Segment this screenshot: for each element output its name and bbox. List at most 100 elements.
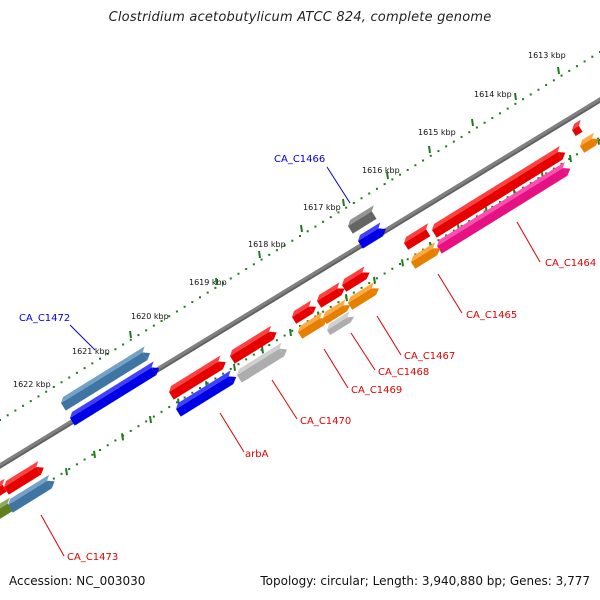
gene-block-red-long [432, 152, 563, 238]
scale-dot [514, 102, 517, 105]
gene-label: CA_C1469 [351, 385, 402, 396]
major-tick [342, 198, 345, 207]
inner-tick [93, 450, 96, 458]
scale-dot [222, 282, 225, 285]
scale-dot-inner [552, 167, 555, 170]
tick-label: 1619 kbp [189, 278, 227, 287]
scale-dot [268, 253, 271, 256]
gene-label: CA_C1473 [67, 552, 118, 563]
gene-label-leader [326, 166, 351, 204]
scale-dot-inner [168, 406, 171, 409]
scale-dot-inner [437, 239, 440, 242]
scale-dot [537, 88, 540, 91]
scale-dot [129, 338, 132, 341]
scale-dot [183, 305, 186, 308]
gene-block-blue-tip [151, 367, 160, 376]
major-tick [386, 171, 389, 180]
scale-dot [237, 272, 240, 275]
scale-dot [152, 324, 155, 327]
scale-dot [506, 107, 509, 110]
gene-block-blue-small [358, 228, 384, 249]
gene-block-orange-4-top [298, 312, 323, 332]
scale-dot-inner [114, 439, 117, 442]
gene-block-steelblue-tip [142, 352, 151, 361]
gene-label-leader [437, 273, 463, 314]
scale-dot [360, 197, 363, 200]
inner-tick [149, 415, 152, 424]
gene-block-red-top [404, 223, 429, 243]
gene-block-red-4 [292, 306, 314, 324]
scale-dot-inner [383, 272, 386, 275]
gene-block-orange-4-tip [320, 318, 328, 326]
gene-label-leader [350, 332, 376, 371]
scale-dot-inner [183, 396, 186, 399]
inner-tick [373, 276, 376, 284]
tick-label: 1618 kbp [248, 240, 286, 249]
scale-dot-inner [468, 220, 471, 223]
scale-dot [445, 145, 448, 148]
gene-block-red-4-top [292, 300, 311, 317]
gene-block-red-edge [572, 125, 583, 136]
gene-label-leader [323, 348, 349, 389]
scale-dot [191, 301, 194, 304]
inner-tick [121, 433, 124, 441]
scale-dot [468, 131, 471, 134]
scale-dot [552, 79, 555, 82]
scale-dot [583, 60, 586, 63]
gene-block-red-5-tip [269, 331, 277, 340]
gene-label: CA_C1470 [300, 416, 351, 427]
scale-dot [414, 164, 417, 167]
gene-block-blue [70, 367, 157, 426]
scale-dot [68, 376, 71, 379]
gene-label-leader [516, 221, 541, 263]
scale-dot-inner [222, 372, 225, 375]
scale-dot-inner [560, 162, 563, 165]
gene-block-steelblue [61, 352, 148, 411]
scale-dot-inner [352, 291, 355, 294]
scale-dot-inner [360, 286, 363, 289]
inner-tick [345, 294, 348, 302]
scale-dot-inner [422, 248, 425, 251]
gene-block-lightgray-small-tip [347, 316, 355, 323]
tick-label: 1615 kbp [418, 128, 456, 137]
major-tick [129, 330, 132, 339]
scale-dot [522, 98, 525, 101]
tick-label: 1616 kbp [362, 166, 400, 175]
gene-block-red-6 [169, 361, 224, 400]
scale-dot [106, 352, 109, 355]
tick-label: 1621 kbp [72, 347, 110, 356]
scale-dot [545, 84, 548, 87]
scale-dot-inner [268, 344, 271, 347]
gene-block-olive [0, 503, 13, 519]
tick-label: 1617 kbp [303, 203, 341, 212]
scale-dot-inner [368, 282, 371, 285]
scale-dot-inner [206, 382, 209, 385]
gene-block-orange-3-top [323, 299, 346, 318]
gene-label: CA_C1464 [545, 258, 596, 269]
gene-block-orange-3-tip [343, 305, 351, 312]
scale-dot [391, 178, 394, 181]
gene-block-magenta-top [437, 162, 565, 246]
major-tick [471, 118, 474, 127]
scale-dot-inner [506, 196, 509, 199]
scale-dot [529, 93, 532, 96]
scale-dot [260, 258, 263, 261]
scale-dot [229, 277, 232, 280]
gene-label-leader [219, 412, 245, 453]
gene-block-orange-4 [298, 318, 325, 339]
gene-block-blue-top [70, 361, 154, 418]
scale-dot-inner [129, 429, 132, 432]
scale-dot [368, 192, 371, 195]
scale-dot-inner [575, 153, 578, 156]
scale-dot-inner [60, 472, 63, 475]
scale-dot-inner [522, 186, 525, 189]
scale-dot-inner [537, 177, 540, 180]
scale-dot-inner [83, 458, 86, 461]
gene-block-red-6-tip [218, 361, 226, 370]
gene-label: CA_C1468 [378, 367, 429, 378]
scale-dot-inner [199, 387, 201, 389]
scale-dot [452, 140, 455, 143]
scale-dot-inner [460, 224, 463, 227]
genome-summary-text: Topology: circular; Length: 3,940,880 bp… [260, 574, 590, 588]
